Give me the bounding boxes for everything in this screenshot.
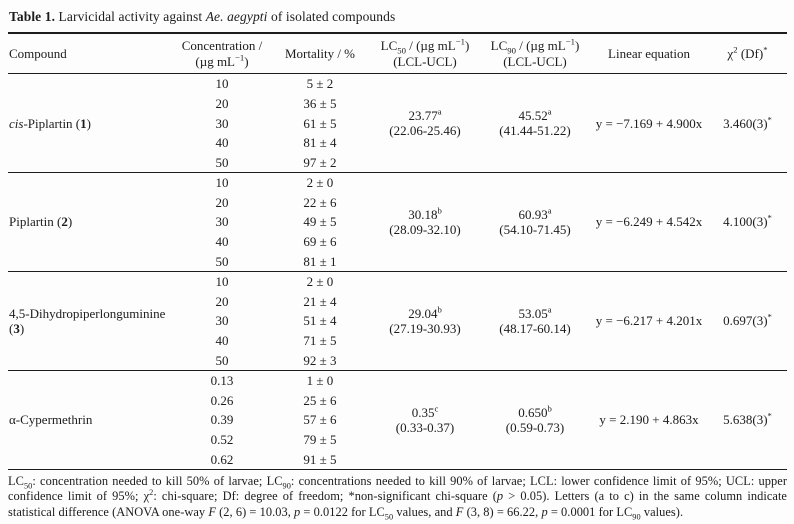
column-header-compound: Compound [9, 45, 67, 61]
mortality-cell: 61 ± 5 [303, 115, 337, 131]
table-row: 50 92 ± 3 [8, 351, 787, 371]
mortality-cell: 81 ± 4 [303, 135, 337, 151]
table-row: 0.39 57 ± 6 [8, 410, 787, 430]
mortality-cell: 25 ± 6 [303, 392, 337, 408]
lc90-cell: 60.93a (54.10-71.45) [499, 205, 571, 238]
concentration-cell: 0.62 [210, 451, 234, 467]
mortality-cell: 49 ± 5 [303, 214, 337, 230]
column-header-equation: Linear equation [608, 45, 690, 61]
compound-cell: 4,5-Dihydropiperlonguminine (3) [9, 305, 166, 337]
compound-block: Piplartin (2) 10 2 ± 0 30.18b (28.09-32.10) 6… [8, 173, 787, 272]
concentration-cell: 10 [215, 76, 229, 92]
mortality-cell: 2 ± 0 [306, 175, 334, 191]
compound-block: cis-Piplartin (1) 10 5 ± 2 23.77a (22.06-25.… [8, 74, 787, 173]
table-row: α-Cypermethrin 0.13 1 ± 0 0.35c (0.33-0.37) 0… [8, 371, 787, 435]
mortality-cell: 51 ± 4 [303, 313, 337, 329]
table-row: 20 22 ± 6 [8, 193, 787, 213]
mortality-cell: 92 ± 3 [303, 352, 337, 368]
table-row: 40 71 ± 5 [8, 331, 787, 351]
concentration-cell: 30 [215, 115, 229, 131]
concentration-cell: 20 [215, 293, 229, 309]
concentration-cell: 0.26 [210, 392, 234, 408]
column-header-chi: χ2 (Df)* [727, 44, 768, 61]
concentration-cell: 0.13 [210, 373, 234, 389]
table-row: Piplartin (2) 10 2 ± 0 30.18b (28.09-32.10) 6… [8, 173, 787, 237]
concentration-cell: 30 [215, 313, 229, 329]
concentration-cell: 30 [215, 214, 229, 230]
mortality-cell: 71 ± 5 [303, 333, 337, 349]
table-row: 50 97 ± 2 [8, 153, 787, 173]
concentration-cell: 50 [215, 253, 229, 269]
concentration-cell: 0.39 [210, 412, 234, 428]
lc90-cell: 53.05a (48.17-60.14) [499, 304, 571, 337]
compound-cell: Piplartin (2) [9, 214, 73, 230]
compound-cell: cis-Piplartin (1) [9, 115, 91, 131]
table-row: 30 49 ± 5 [8, 212, 787, 232]
concentration-cell: 20 [215, 95, 229, 111]
table-row: 0.26 25 ± 6 [8, 391, 787, 411]
mortality-cell: 5 ± 2 [306, 76, 334, 92]
lc50-cell: 29.04b (27.19-30.93) [389, 304, 461, 337]
lc90-cell: 45.52a (41.44-51.22) [499, 106, 571, 139]
mortality-cell: 97 ± 2 [303, 154, 337, 170]
column-header-mortality: Mortality / % [284, 45, 356, 61]
chi-square-cell: 5.638(3)* [723, 411, 772, 428]
table-row: 50 81 ± 1 [8, 252, 787, 272]
table-row: 0.52 79 ± 5 [8, 430, 787, 450]
lc50-cell: 30.18b (28.09-32.10) [389, 205, 461, 238]
mortality-cell: 22 ± 6 [303, 194, 337, 210]
equation-cell: y = 2.190 + 4.863x [599, 412, 699, 428]
mortality-cell: 57 ± 6 [303, 412, 337, 428]
table-row: cis-Piplartin (1) 10 5 ± 2 23.77a (22.06-25.… [8, 74, 787, 138]
concentration-cell: 40 [215, 333, 229, 349]
concentration-cell: 0.52 [210, 432, 234, 447]
table-row: 30 61 ± 5 [8, 113, 787, 133]
compound-block: 4,5-Dihydropiperlonguminine (3) 10 2 ± 0 29… [8, 272, 787, 371]
mortality-cell: 2 ± 0 [306, 274, 334, 290]
chi-square-cell: 4.100(3)* [723, 213, 772, 230]
mortality-cell: 81 ± 1 [303, 253, 337, 269]
concentration-cell: 20 [215, 194, 229, 210]
table-row: 20 21 ± 4 [8, 292, 787, 312]
equation-cell: y = −7.169 + 4.900x [595, 115, 703, 131]
lc50-cell: 23.77a (22.06-25.46) [389, 106, 461, 139]
concentration-cell: 10 [215, 274, 229, 290]
compound-block: α-Cypermethrin 0.13 1 ± 0 0.35c (0.33-0.37) 0… [8, 371, 787, 470]
chi-square-cell: 3.460(3)* [723, 114, 772, 131]
table-row: 4,5-Dihydropiperlonguminine (3) 10 2 ± 0 29… [8, 272, 787, 336]
table-row: 20 36 ± 5 [8, 94, 787, 114]
lc50-cell: 0.35c (0.33-0.37) [395, 403, 455, 436]
table-header: Compound Concentration / (µg mL−1) Mortalit… [8, 33, 787, 74]
table-row: 30 51 ± 4 [8, 311, 787, 331]
table-row: 40 69 ± 6 [8, 232, 787, 252]
lc90-cell: 0.650b (0.59-0.73) [505, 403, 565, 436]
concentration-cell: 40 [215, 234, 229, 250]
mortality-cell: 69 ± 6 [303, 234, 337, 250]
mortality-cell: 91 ± 5 [303, 451, 337, 467]
table-footnote: LC50: concentration needed to kill 50% o… [8, 474, 787, 522]
column-header-concentration: Concentration / (µg mL−1) [181, 38, 263, 69]
larvicidal-activity-table: Compound Concentration / (µg mL−1) Mortalit… [8, 32, 787, 470]
chi-square-cell: 0.697(3)* [723, 312, 772, 329]
equation-cell: y = −6.249 + 4.542x [595, 214, 703, 230]
mortality-cell: 1 ± 0 [306, 373, 334, 389]
concentration-cell: 50 [215, 154, 229, 170]
column-header-lc90: LC90 / (µg mL−1) (LCL-UCL) [490, 36, 580, 69]
compound-cell: α-Cypermethrin [9, 412, 93, 428]
concentration-cell: 40 [215, 135, 229, 151]
table-row: 0.62 91 ± 5 [8, 449, 787, 469]
mortality-cell: 21 ± 4 [303, 293, 337, 309]
column-header-lc50: LC50 / (µg mL−1) (LCL-UCL) [380, 36, 470, 69]
header-row: Compound Concentration / (µg mL−1) Mortalit… [8, 33, 787, 74]
concentration-cell: 10 [215, 175, 229, 191]
table-title: Table 1. Larvicidal activity against Ae.… [9, 9, 396, 24]
mortality-cell: 36 ± 5 [303, 95, 337, 111]
concentration-cell: 50 [215, 352, 229, 368]
equation-cell: y = −6.217 + 4.201x [595, 313, 703, 329]
mortality-cell: 79 ± 5 [303, 432, 337, 447]
table-row: 40 81 ± 4 [8, 133, 787, 153]
